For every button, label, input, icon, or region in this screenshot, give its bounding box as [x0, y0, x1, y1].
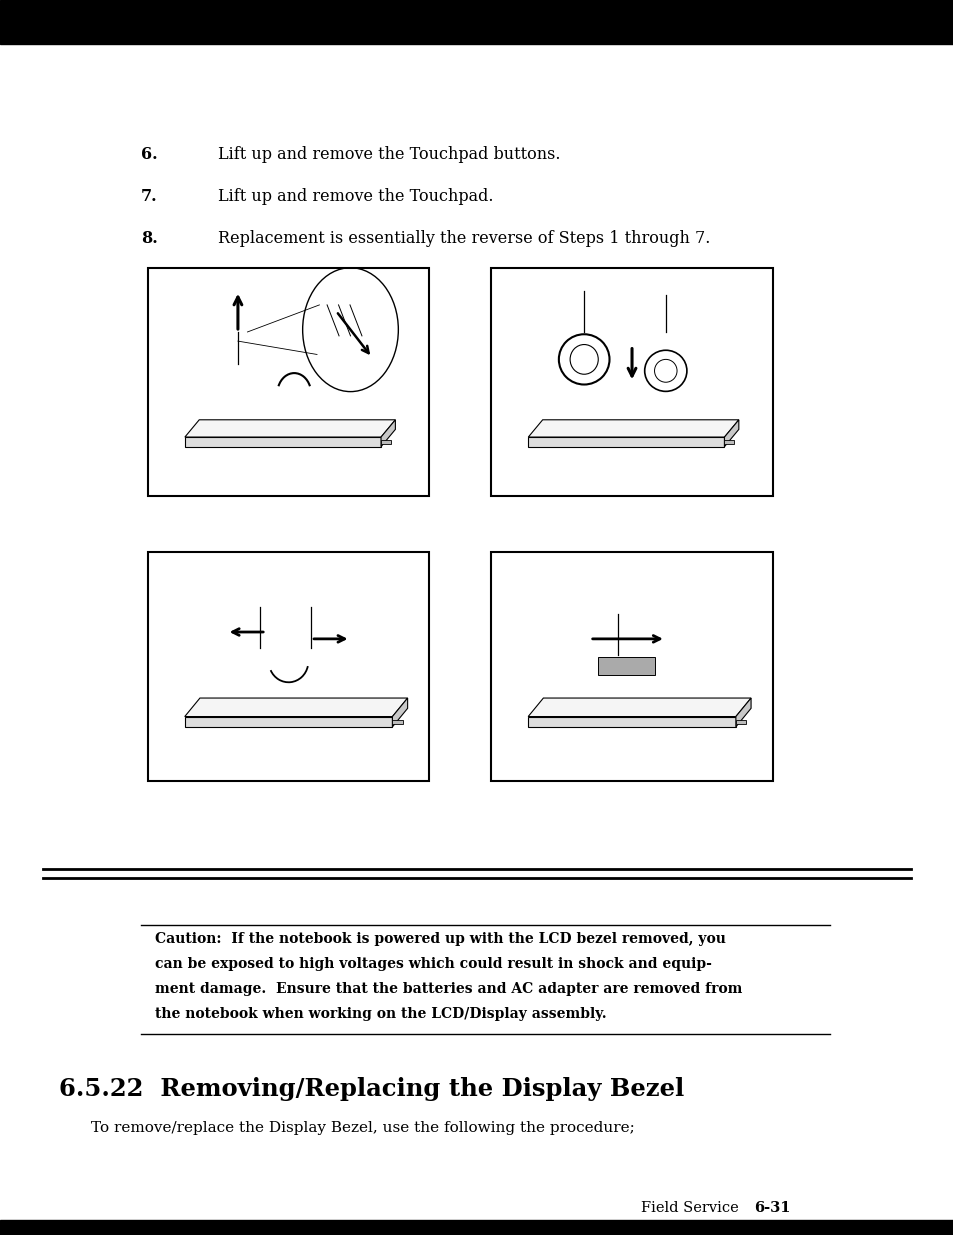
Polygon shape	[185, 698, 407, 716]
Text: 6.: 6.	[141, 146, 157, 163]
Text: 6.5.22  Removing/Replacing the Display Bezel: 6.5.22 Removing/Replacing the Display Be…	[59, 1077, 683, 1100]
Text: 6-31: 6-31	[753, 1200, 789, 1215]
Bar	[491, 552, 772, 781]
Text: can be exposed to high voltages which could result in shock and equip-: can be exposed to high voltages which co…	[154, 957, 711, 971]
Polygon shape	[185, 437, 380, 447]
Text: Replacement is essentially the reverse of Steps 1 through 7.: Replacement is essentially the reverse o…	[217, 230, 709, 247]
Bar	[598, 657, 654, 676]
Polygon shape	[528, 437, 723, 447]
Text: Lift up and remove the Touchpad.: Lift up and remove the Touchpad.	[217, 188, 493, 205]
Polygon shape	[723, 440, 733, 443]
Bar	[491, 268, 772, 496]
Text: Field Service: Field Service	[640, 1200, 738, 1215]
Text: To remove/replace the Display Bezel, use the following the procedure;: To remove/replace the Display Bezel, use…	[91, 1121, 634, 1135]
Bar	[0, 1220, 953, 1235]
Bar	[0, 0, 953, 44]
Polygon shape	[392, 698, 407, 727]
Polygon shape	[380, 420, 395, 447]
Polygon shape	[185, 716, 392, 727]
Text: Caution:  If the notebook is powered up with the LCD bezel removed, you: Caution: If the notebook is powered up w…	[154, 932, 724, 946]
Text: 8.: 8.	[141, 230, 158, 247]
Polygon shape	[528, 716, 735, 727]
Polygon shape	[528, 420, 738, 437]
Polygon shape	[723, 420, 738, 447]
Bar	[148, 268, 429, 496]
Text: the notebook when working on the LCD/Display assembly.: the notebook when working on the LCD/Dis…	[154, 1007, 605, 1020]
Text: ment damage.  Ensure that the batteries and AC adapter are removed from: ment damage. Ensure that the batteries a…	[154, 982, 741, 995]
Polygon shape	[185, 420, 395, 437]
Polygon shape	[528, 698, 750, 716]
Text: Lift up and remove the Touchpad buttons.: Lift up and remove the Touchpad buttons.	[217, 146, 559, 163]
Polygon shape	[392, 720, 402, 724]
Text: 7.: 7.	[141, 188, 157, 205]
Polygon shape	[735, 720, 745, 724]
Polygon shape	[735, 698, 750, 727]
Bar	[148, 552, 429, 781]
Polygon shape	[380, 440, 390, 443]
